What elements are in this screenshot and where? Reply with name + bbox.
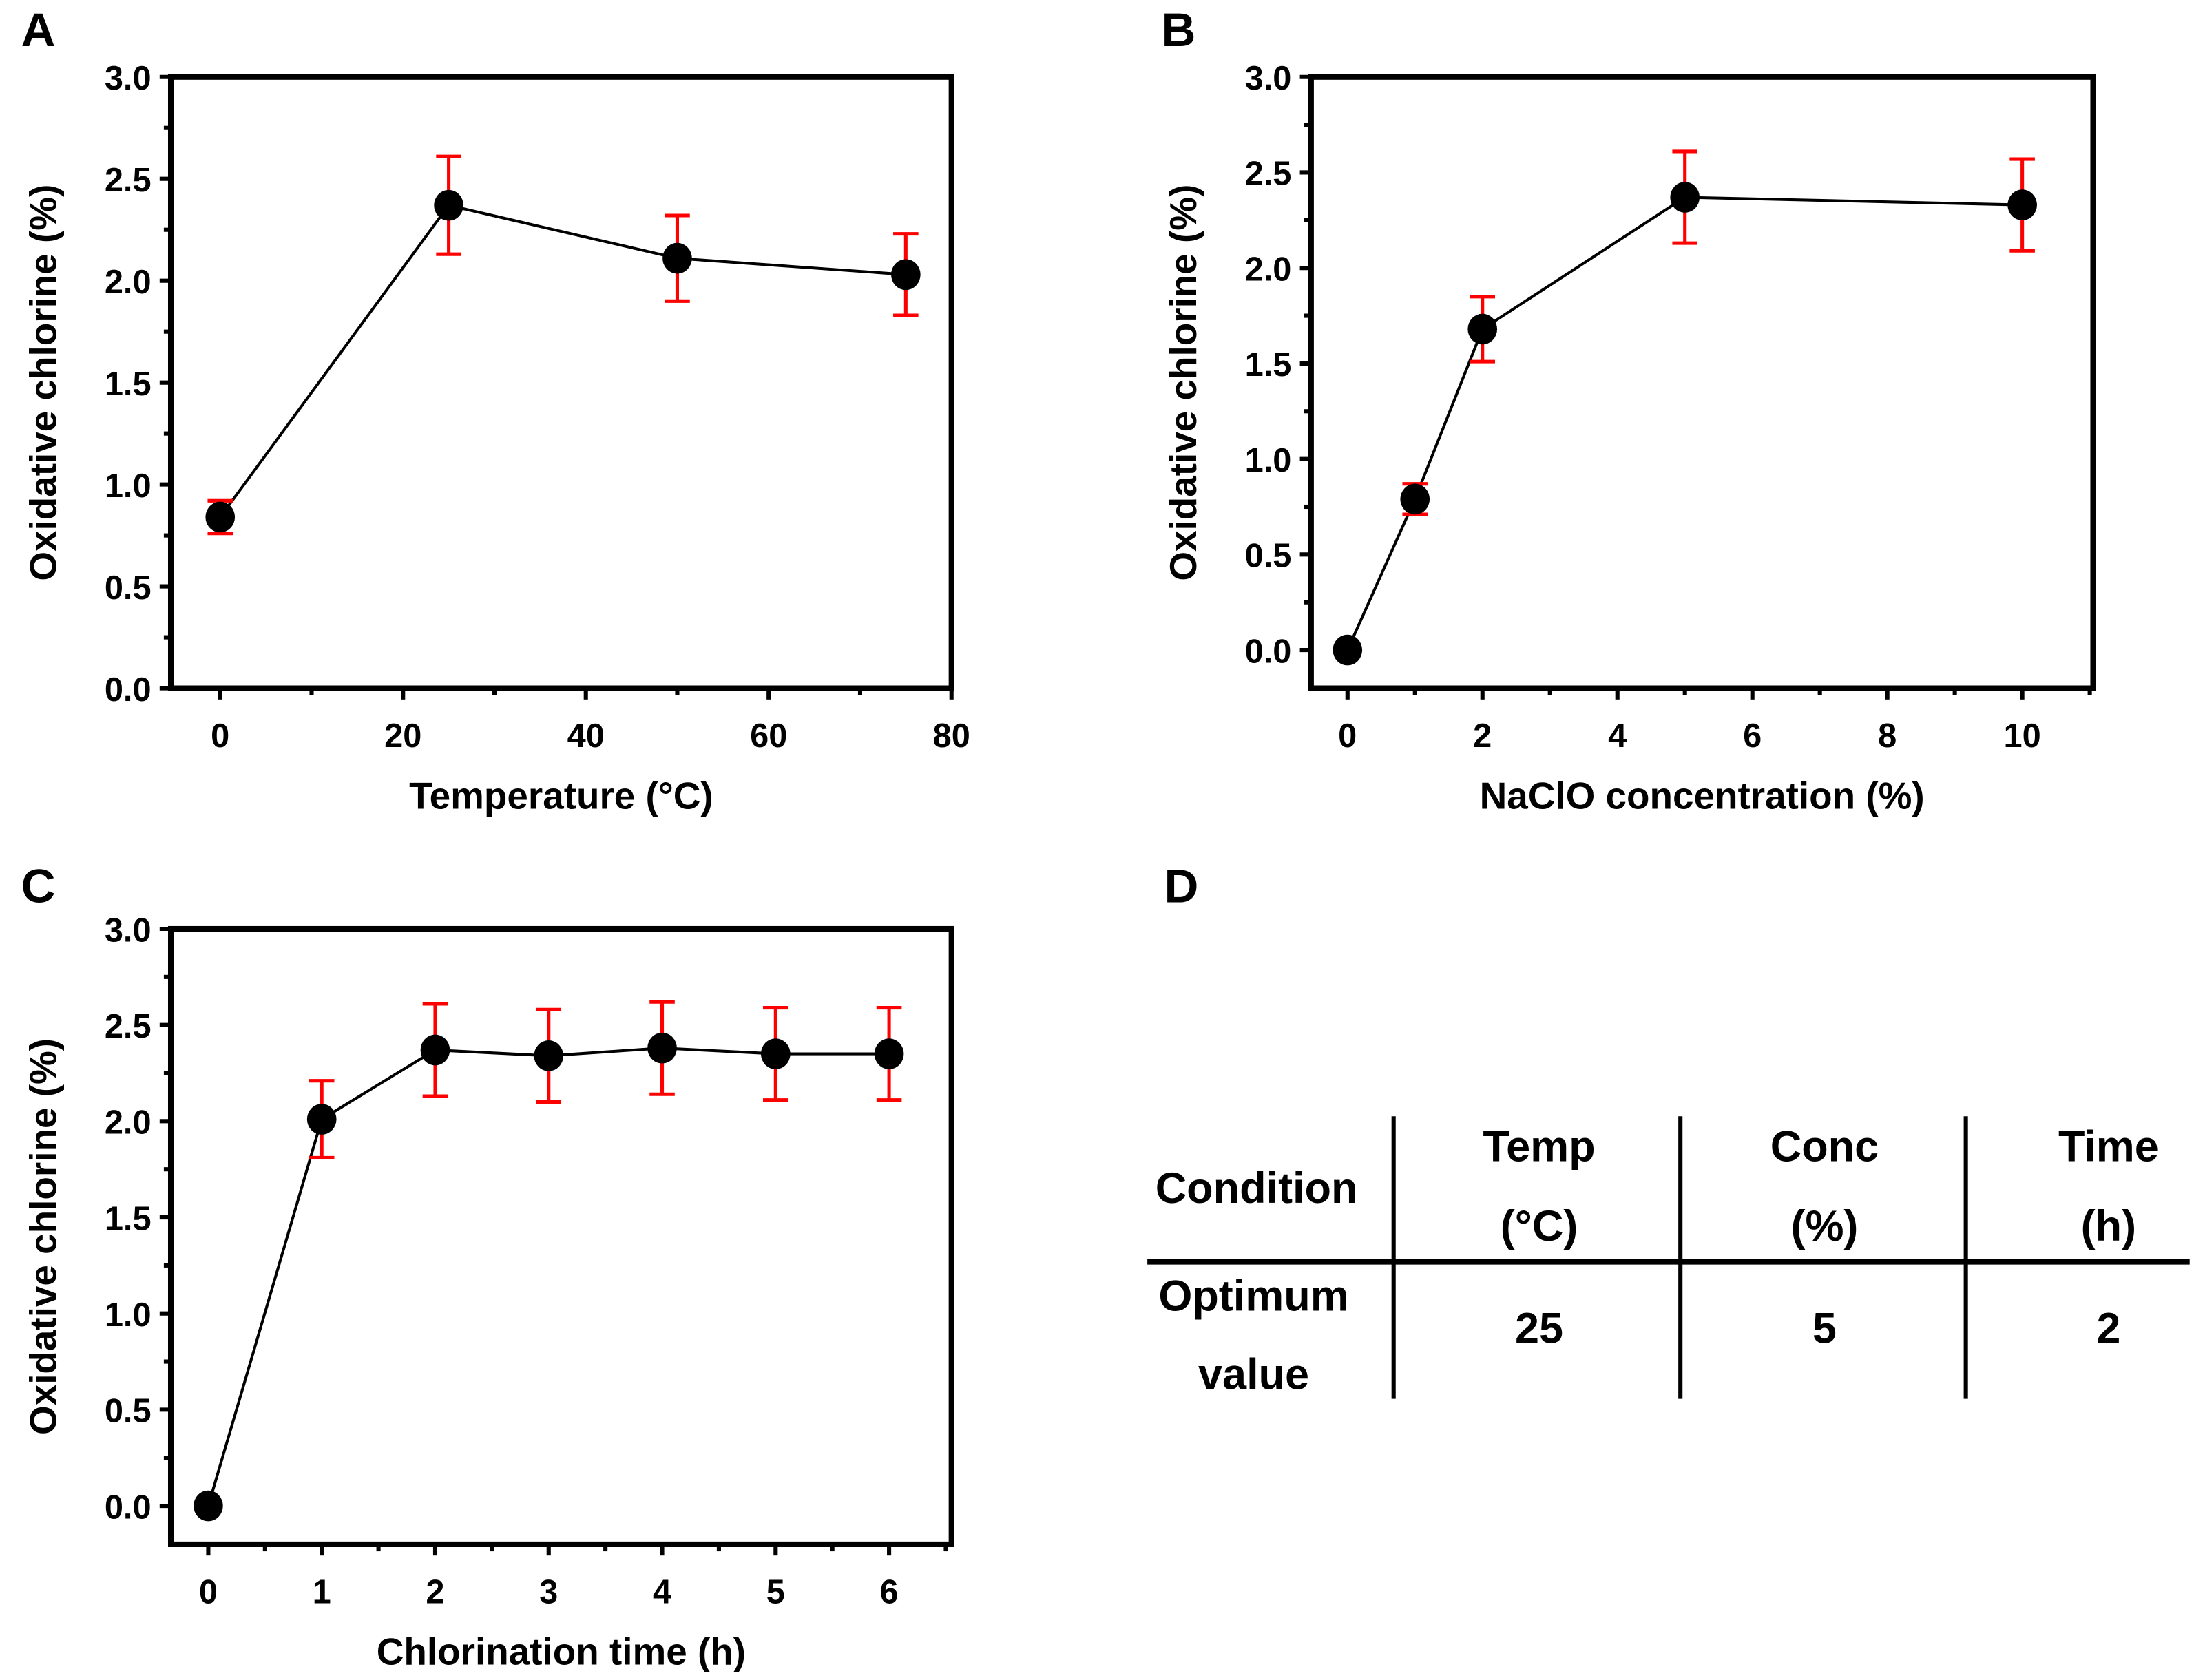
y-axis-label: Oxidative chlorine (%)	[1162, 185, 1204, 581]
x-tick-label: 2	[1473, 717, 1492, 755]
data-point	[647, 1032, 677, 1064]
y-tick-label: 0.0	[105, 1489, 152, 1526]
y-tick-label: 0.5	[1245, 538, 1292, 575]
row-header-condition: Condition	[1156, 1164, 1358, 1212]
x-tick-label: 10	[2004, 717, 2041, 755]
col-unit-conc: (%)	[1790, 1202, 1858, 1250]
x-tick-label: 20	[384, 717, 421, 755]
data-point	[306, 1104, 337, 1135]
col-header-conc: Conc	[1770, 1122, 1879, 1170]
y-tick-label: 2.0	[105, 1104, 152, 1142]
col-unit-temp: (°C)	[1501, 1202, 1578, 1250]
cell-time-value: 2	[2096, 1304, 2120, 1352]
plot-frame	[167, 925, 954, 1547]
x-axis-label: NaClO concentration (%)	[1480, 774, 1925, 817]
data-point	[205, 501, 236, 533]
panel-label: A	[21, 3, 56, 56]
y-tick-label: 0.5	[105, 1393, 152, 1430]
x-tick-label: 3	[539, 1573, 558, 1610]
y-tick-label: 1.5	[1245, 346, 1292, 384]
y-tick-label: 1.5	[105, 1200, 152, 1237]
panel-label: B	[1161, 3, 1195, 56]
y-tick-label: 3.0	[105, 60, 152, 97]
row-header-value: value	[1198, 1350, 1309, 1398]
y-tick-label: 2.5	[105, 1008, 152, 1045]
y-tick-label: 0.0	[1245, 633, 1292, 670]
panel-label: C	[21, 859, 56, 912]
x-axis-label: Temperature (°C)	[409, 774, 713, 817]
y-tick-label: 2.0	[1245, 251, 1292, 288]
data-point	[1467, 313, 1498, 345]
series-line	[1346, 196, 2023, 651]
data-point	[1670, 182, 1700, 213]
plot-frame	[167, 74, 954, 691]
x-axis-label: Chlorination time (h)	[377, 1630, 746, 1673]
data-point	[434, 189, 463, 221]
x-tick-label: 0	[199, 1573, 218, 1610]
x-tick-label: 80	[933, 717, 970, 755]
col-unit-time: (h)	[2081, 1202, 2136, 1250]
y-tick-label: 3.0	[105, 912, 152, 949]
y-axis-label: Oxidative chlorine (%)	[21, 185, 64, 581]
cell-temp-value: 25	[1515, 1304, 1563, 1352]
data-point	[874, 1038, 904, 1069]
row-header-optimum: Optimum	[1158, 1272, 1348, 1321]
y-axis-label: Oxidative chlorine (%)	[21, 1038, 64, 1435]
y-tick-label: 2.0	[105, 264, 152, 301]
data-point	[760, 1038, 791, 1069]
plot-frame	[1308, 74, 2096, 691]
data-point	[1400, 483, 1430, 515]
y-tick-label: 1.0	[1245, 442, 1292, 479]
series-line	[219, 203, 906, 518]
panel-label-d: D	[1164, 859, 1199, 912]
x-tick-label: 6	[1743, 717, 1762, 755]
cell-conc-value: 5	[1812, 1304, 1837, 1352]
col-header-time: Time	[2058, 1122, 2159, 1170]
data-point	[1333, 634, 1363, 666]
chart-panel-a: A 0.0 0.5 1.0 1.5 2.0 2.5 3.0 0 20 40 60 80 Temperatu…	[21, 3, 970, 817]
col-header-temp: Temp	[1483, 1122, 1595, 1170]
y-tick-label: 2.5	[1245, 156, 1292, 193]
y-tick-label: 1.0	[105, 1296, 152, 1334]
x-tick-label: 1	[313, 1573, 331, 1610]
y-tick-label: 0.5	[105, 569, 152, 607]
x-tick-label: 6	[880, 1573, 899, 1610]
y-tick-label: 1.5	[105, 366, 152, 403]
optimum-conditions-table: D Condition Optimum value Temp (°C) 25 C…	[1147, 859, 2190, 1399]
chart-panel-c: C 0.0 0.5 1.0 1.5 2.0 2.5 3.0 0 1 2 3 4 5 6 Chlorinatio…	[21, 859, 954, 1673]
y-tick-label: 1.0	[105, 468, 152, 505]
y-tick-label: 3.0	[1245, 60, 1292, 97]
data-point	[2007, 189, 2037, 220]
chart-panel-b: B 0.0 0.5 1.0 1.5 2.0 2.5 3.0 0 2 4 6 8 10 NaClO conce…	[1161, 3, 2096, 817]
data-point	[534, 1040, 564, 1071]
data-point	[420, 1034, 450, 1066]
x-tick-label: 5	[766, 1573, 785, 1610]
data-point	[194, 1490, 223, 1522]
x-tick-label: 60	[750, 717, 787, 755]
x-tick-label: 8	[1878, 717, 1897, 755]
x-tick-label: 2	[426, 1573, 444, 1610]
x-tick-label: 4	[653, 1573, 671, 1610]
data-point	[662, 242, 692, 274]
x-tick-label: 4	[1608, 717, 1627, 755]
x-tick-label: 0	[1338, 717, 1357, 755]
y-tick-label: 2.5	[105, 162, 152, 199]
data-point	[891, 259, 921, 291]
x-tick-label: 40	[567, 717, 605, 755]
y-tick-label: 0.0	[105, 671, 152, 708]
x-tick-label: 0	[211, 717, 229, 755]
charts: A0.00.51.01.52.02.53.00 20 40 60 80Temperatu…	[21, 3, 2096, 1673]
